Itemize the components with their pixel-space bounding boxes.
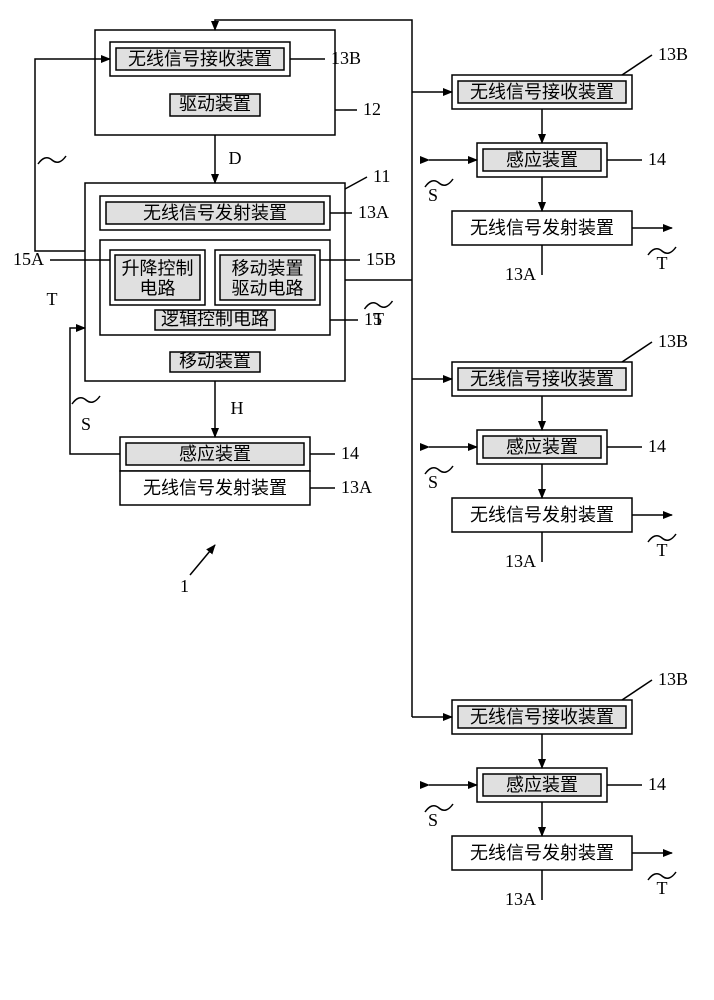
seg-mobile-outer-line bbox=[345, 177, 367, 189]
label-left-T: T bbox=[47, 289, 58, 309]
mobile-tx-label: 无线信号发射装置 bbox=[143, 203, 287, 223]
ru2-rx-label: 无线信号接收装置 bbox=[470, 707, 614, 727]
drive-rx-label: 无线信号接收装置 bbox=[128, 49, 272, 69]
tilde-left-S bbox=[72, 396, 100, 404]
seg-drv-text: 15B bbox=[366, 249, 396, 269]
ru1-sens-label: 感应装置 bbox=[506, 437, 578, 457]
ru0-tx-label: 无线信号发射装置 bbox=[470, 218, 614, 238]
left-sensor-label: 感应装置 bbox=[179, 444, 251, 464]
seg-left-sensor-text: 14 bbox=[341, 443, 359, 463]
ru1-rx-label: 无线信号接收装置 bbox=[470, 369, 614, 389]
ru2-tx-label: 无线信号发射装置 bbox=[470, 843, 614, 863]
ru1-seg-rx-text: 13B bbox=[658, 331, 688, 351]
fig1-arrow bbox=[190, 545, 215, 575]
bus-T-tilde bbox=[365, 301, 393, 309]
diagram-canvas: 无线信号接收装置驱动装置13B12无线信号发射装置升降控制电路移动装置驱动电路逻… bbox=[0, 0, 714, 1000]
seg-mobile-tx-text: 13A bbox=[358, 202, 389, 222]
ru2-S-label: S bbox=[428, 810, 438, 830]
drv-l1: 移动装置 bbox=[232, 258, 304, 278]
seg-left-sensor-tx-text: 13A bbox=[341, 477, 372, 497]
ru2-T-label: T bbox=[657, 878, 668, 898]
bus-T-label: T bbox=[373, 309, 384, 329]
ru2-seg-rx-line bbox=[622, 680, 652, 700]
ru0-seg-rx-text: 13B bbox=[658, 44, 688, 64]
ru0-seg-tx-text: 13A bbox=[505, 264, 536, 284]
label-D: D bbox=[229, 148, 242, 168]
left-sensor-tx-label: 无线信号发射装置 bbox=[143, 478, 287, 498]
fig1-label: 1 bbox=[180, 576, 189, 596]
lift-l2: 电路 bbox=[140, 278, 176, 298]
tilde-left-T1 bbox=[38, 156, 66, 164]
ru1-tx-label: 无线信号发射装置 bbox=[470, 505, 614, 525]
logic-title: 逻辑控制电路 bbox=[161, 309, 269, 329]
drv-l2: 驱动电路 bbox=[232, 278, 304, 298]
ru2-seg-rx-text: 13B bbox=[658, 669, 688, 689]
ru1-T-label: T bbox=[657, 540, 668, 560]
seg-drive-inner-text: 13B bbox=[331, 48, 361, 68]
ru2-seg-tx-text: 13A bbox=[505, 889, 536, 909]
ru1-seg-rx-line bbox=[622, 342, 652, 362]
seg-drive-outer-text: 12 bbox=[363, 99, 381, 119]
ru0-seg-sens-text: 14 bbox=[648, 149, 666, 169]
label-left-S: S bbox=[81, 414, 91, 434]
seg-mobile-outer-text: 11 bbox=[373, 166, 390, 186]
ru2-sens-label: 感应装置 bbox=[506, 775, 578, 795]
lift-l1: 升降控制 bbox=[122, 258, 194, 278]
ru1-S-label: S bbox=[428, 472, 438, 492]
ru1-seg-sens-text: 14 bbox=[648, 436, 666, 456]
seg-lift-text: 15A bbox=[13, 249, 44, 269]
ru0-T-label: T bbox=[657, 253, 668, 273]
ru0-seg-rx-line bbox=[622, 55, 652, 75]
ru1-seg-tx-text: 13A bbox=[505, 551, 536, 571]
mobile-title: 移动装置 bbox=[179, 351, 251, 371]
ru0-sens-label: 感应装置 bbox=[506, 150, 578, 170]
ru0-S-label: S bbox=[428, 185, 438, 205]
label-H: H bbox=[231, 398, 244, 418]
ru2-seg-sens-text: 14 bbox=[648, 774, 666, 794]
drive-title: 驱动装置 bbox=[179, 94, 251, 114]
ru0-rx-label: 无线信号接收装置 bbox=[470, 82, 614, 102]
